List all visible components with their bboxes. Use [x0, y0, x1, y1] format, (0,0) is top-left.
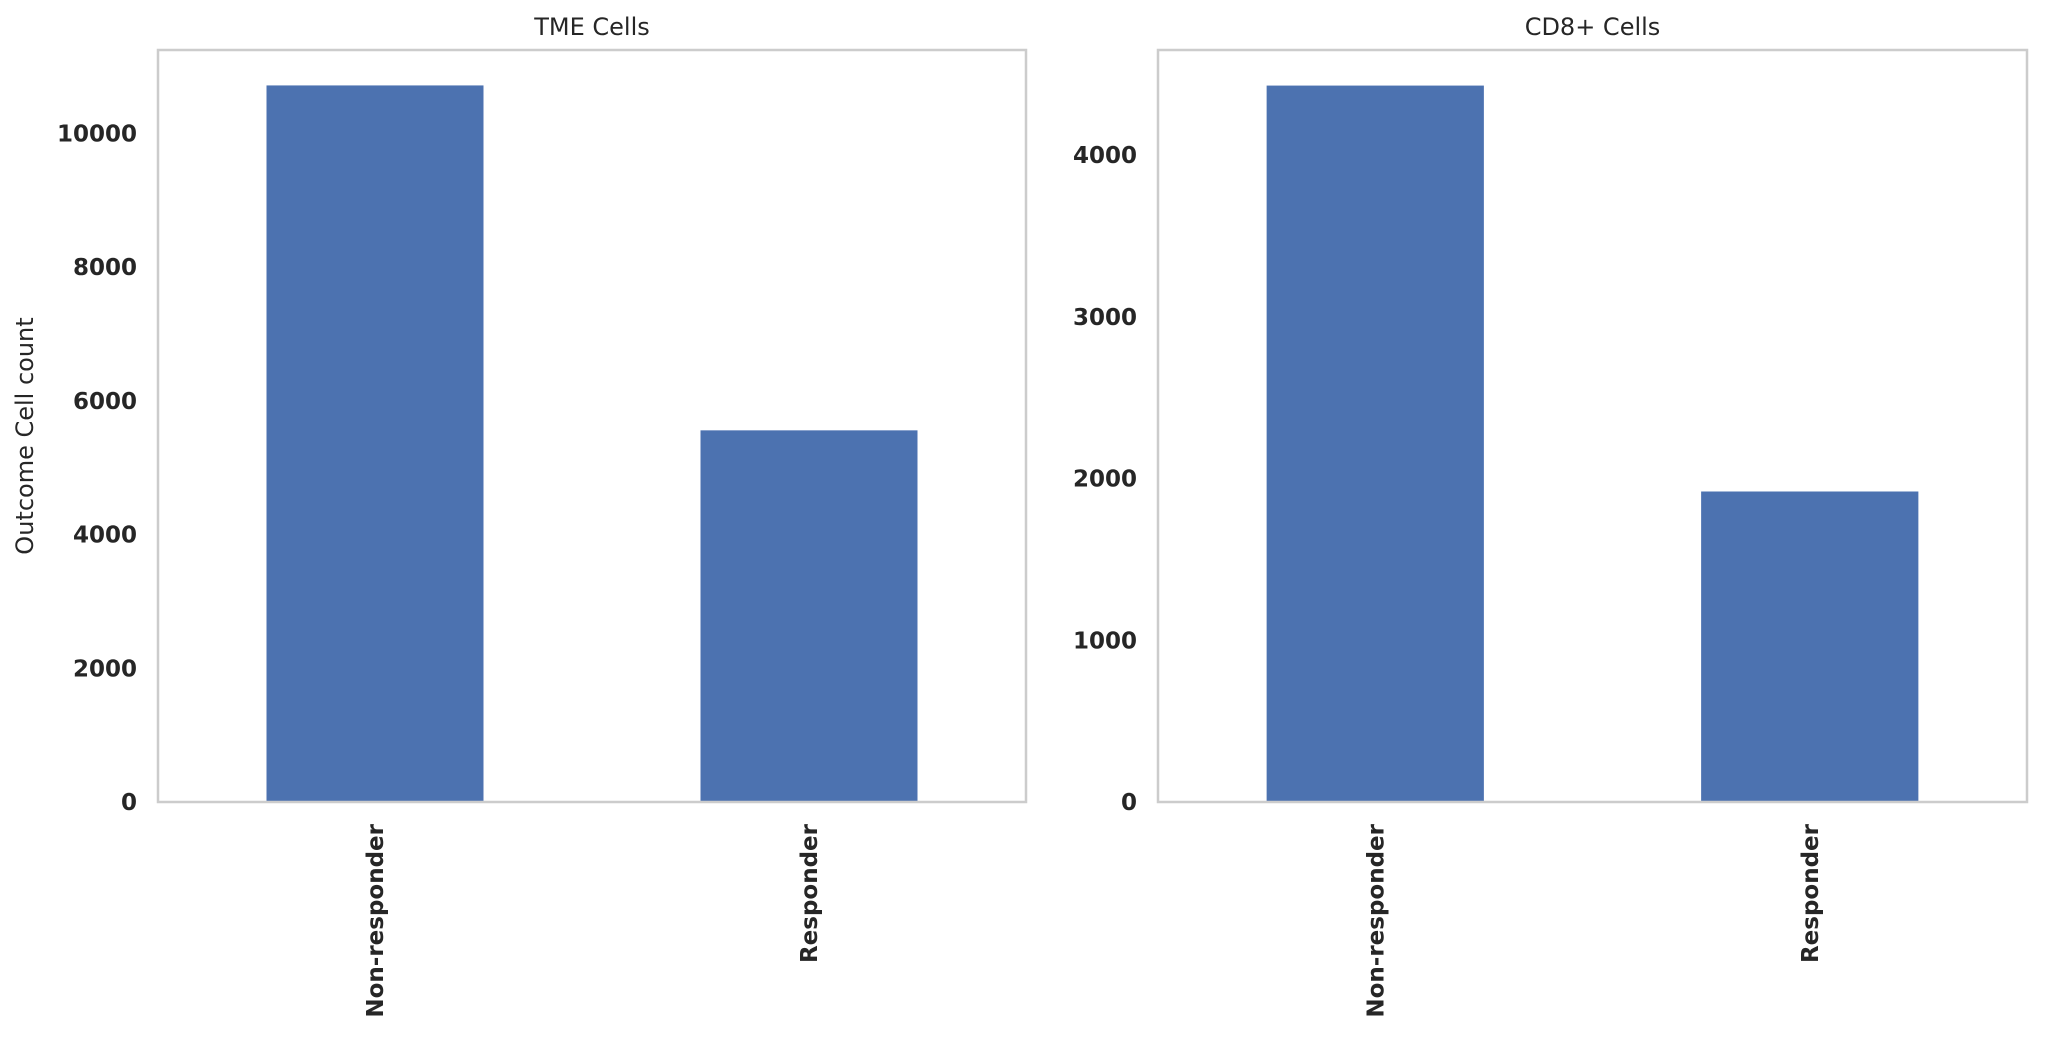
- bar-non-responder: [1266, 85, 1484, 802]
- x-tick-label-responder: Responder: [1798, 823, 1824, 963]
- y-tick-label: 2000: [1073, 467, 1137, 493]
- x-tick-label-responder: Responder: [797, 823, 823, 963]
- bar-non-responder: [266, 85, 484, 803]
- chart-title: CD8+ Cells: [1525, 13, 1661, 41]
- panel-cd8-cells: CD8+ Cells 0 1000 2000 3000 4000 Non-responder…: [1073, 13, 2029, 1018]
- y-tick-label: 2000: [73, 656, 137, 682]
- y-tick-label: 3000: [1073, 305, 1137, 331]
- y-tick-label: 0: [121, 790, 137, 816]
- y-tick-label: 1000: [1073, 628, 1137, 654]
- y-tick-label: 6000: [73, 389, 137, 415]
- y-tick-label: 8000: [73, 255, 137, 281]
- bar-responder: [1701, 491, 1919, 802]
- axes-frame: [1156, 48, 2029, 804]
- x-tick-label-non-responder: Non-responder: [363, 823, 389, 1017]
- x-tick-label-non-responder: Non-responder: [1363, 823, 1389, 1017]
- panel-tme-cells: TME Cells 0 2000 4000 6000 8000 10000 Non-respo…: [11, 13, 1028, 1018]
- bar-responder: [700, 430, 918, 802]
- y-tick-label: 0: [1121, 790, 1137, 816]
- y-tick-label: 4000: [73, 523, 137, 549]
- y-tick-label: 4000: [1073, 143, 1137, 169]
- y-tick-label: 10000: [57, 122, 137, 148]
- chart-title: TME Cells: [533, 13, 650, 41]
- y-axis-label: Outcome Cell count: [11, 317, 39, 554]
- axes-frame: [156, 48, 1028, 804]
